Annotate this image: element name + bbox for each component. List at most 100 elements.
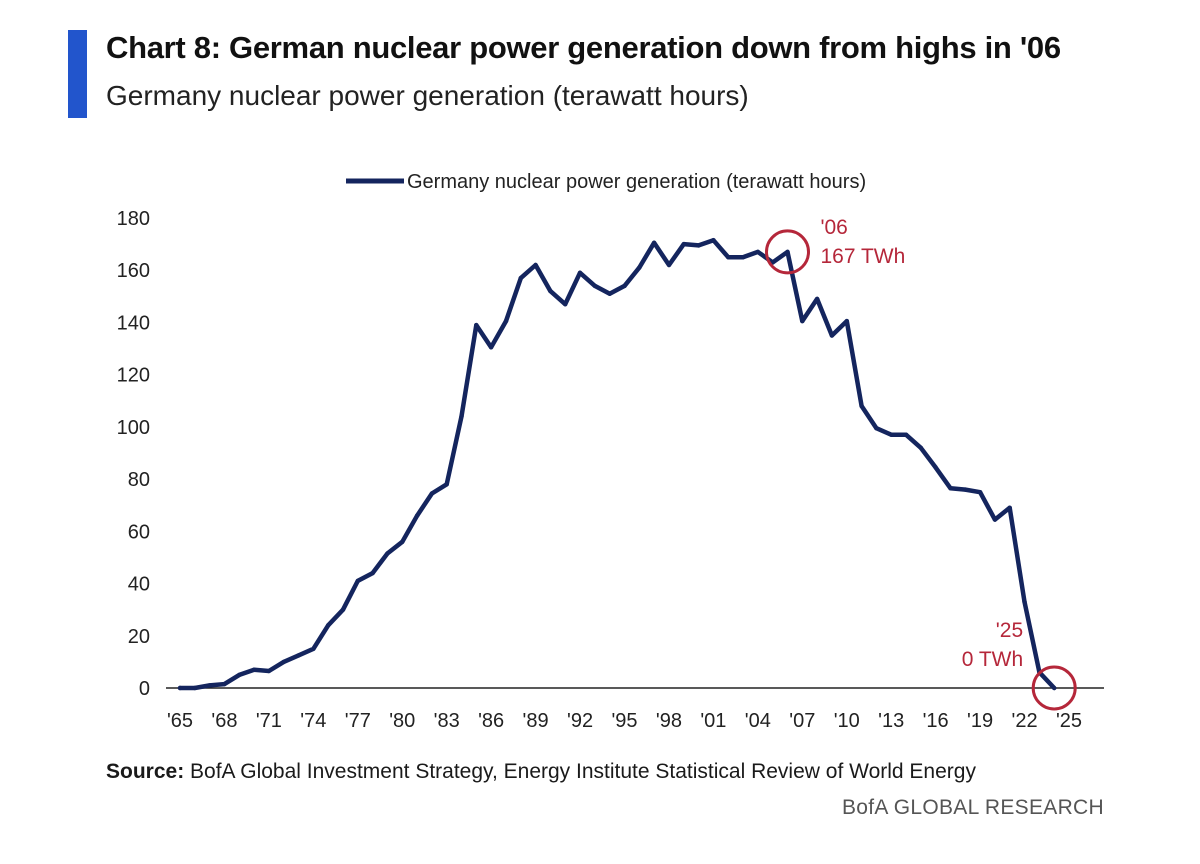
data-point [963,487,968,492]
source-label: Source: [106,760,185,783]
data-point [977,490,983,495]
data-point [355,578,360,584]
y-tick-label: 160 [117,260,150,282]
data-point [681,241,686,247]
data-point [281,659,286,665]
data-points [177,238,1057,691]
data-point [340,607,346,612]
data-point [177,685,183,691]
x-tick-label: '10 [834,710,860,732]
x-tick-label: '95 [611,710,637,732]
y-tick-label: 20 [128,626,150,648]
data-point [296,653,301,658]
data-point [414,513,420,518]
legend: Germany nuclear power generation (terawa… [346,171,866,193]
highlight-circle [1031,665,1077,711]
x-tick-label: '65 [167,710,193,732]
data-point [400,539,405,544]
x-tick-label: '89 [523,710,549,732]
data-point [637,265,642,270]
x-tick-label: '86 [478,710,504,732]
brand-label: BofA GLOBAL RESEARCH [842,796,1104,819]
data-point [385,551,390,556]
x-axis: '65 '68 '71 '74 '77 '80 '83 '86 '89 '92 '95 '98 '01 '… [167,710,1082,732]
data-point [889,432,894,437]
data-point [548,288,553,294]
data-point [844,318,849,324]
y-tick-label: 140 [117,312,150,334]
data-point [237,672,242,678]
data-point [207,683,212,688]
data-point [311,646,316,651]
x-tick-label: '74 [300,710,326,732]
chart-subtitle: Germany nuclear power generation (terawa… [106,80,749,111]
annotation-label: '25 [996,619,1023,642]
source-text: BofA Global Investment Strategy, Energy … [190,760,976,783]
data-point [740,255,746,260]
y-tick-label: 60 [128,521,150,543]
data-point [429,491,435,496]
data-point [726,255,731,260]
source-note: Source: BofA Global Investment Strategy,… [106,760,976,784]
data-point [251,667,257,672]
annotation-label: 0 TWh [962,648,1023,671]
x-tick-label: '83 [434,710,460,732]
data-point [266,668,272,674]
x-tick-label: '68 [211,710,237,732]
chart-title: Chart 8: German nuclear power generation… [106,30,1061,65]
y-tick-label: 180 [117,208,150,230]
data-point [711,238,716,243]
data-point [1007,505,1012,510]
data-point [607,291,612,296]
data-point [222,681,227,687]
y-tick-label: 40 [128,574,150,596]
data-point [370,570,375,576]
y-tick-label: 120 [117,365,150,387]
data-point [192,685,197,691]
data-point [666,262,672,268]
data-point [533,262,538,268]
data-point [874,426,879,431]
x-tick-label: '77 [345,710,371,732]
data-point [326,623,331,628]
y-tick-label: 100 [117,417,150,439]
data-point [785,249,790,255]
data-point [948,486,953,491]
x-tick-label: '71 [256,710,282,732]
data-point [459,414,464,419]
annotation-label: 167 TWh [820,245,905,268]
x-tick-label: '13 [878,710,904,732]
x-tick-label: '19 [967,710,993,732]
annotations: '06 167 TWh '25 0 TWh [765,216,1077,711]
data-point [814,296,820,302]
data-point [651,240,657,245]
legend-label: Germany nuclear power generation (terawa… [407,171,866,193]
data-point [622,283,627,289]
data-point [474,322,479,328]
y-tick-label: 80 [128,469,150,491]
x-tick-label: '92 [567,710,593,732]
data-point [488,345,494,350]
data-point [444,482,449,487]
x-tick-label: '04 [745,710,771,732]
data-point [992,517,998,522]
y-axis: 0 20 40 60 80 100 120 140 160 180 [117,208,150,700]
annotation-label: '06 [820,216,847,239]
data-point [1022,599,1027,604]
data-point [933,465,938,470]
data-point [903,432,909,437]
x-tick-label: '07 [789,710,815,732]
data-point [800,318,805,324]
highlight-circle [765,229,810,275]
accent-bar [68,30,87,118]
data-point [829,333,835,338]
y-tick-label: 0 [139,678,150,700]
data-point [592,283,598,289]
x-tick-label: '80 [389,710,415,732]
data-point [918,445,923,450]
x-tick-label: '25 [1056,710,1082,732]
data-point [563,302,568,307]
series-line [177,237,1057,691]
x-tick-label: '16 [923,710,949,732]
